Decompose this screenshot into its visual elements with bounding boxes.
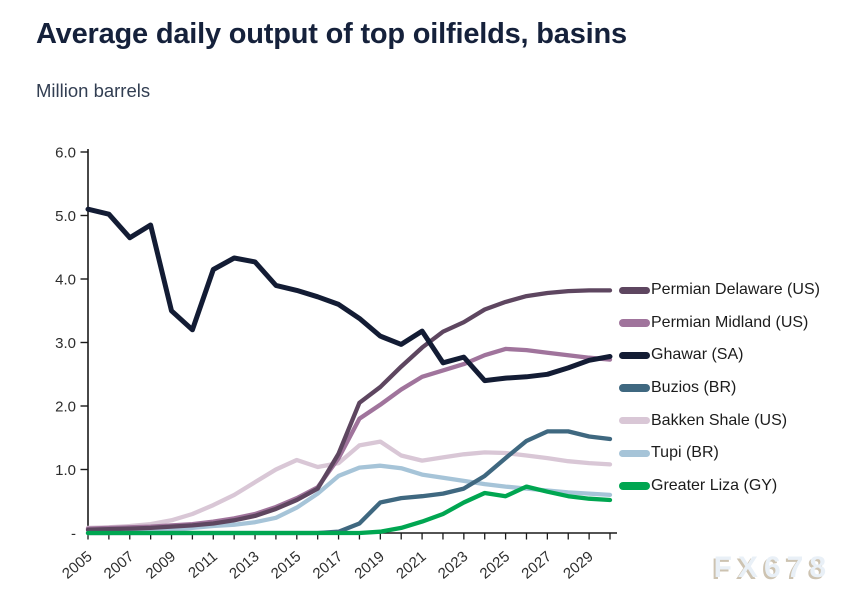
y-axis-label: 2.0	[55, 399, 76, 416]
legend-label: Tupi (BR)	[651, 444, 719, 462]
series-line-ghawar-sa	[85, 206, 613, 384]
chart-subtitle: Million barrels	[36, 80, 151, 101]
watermark: FX678	[713, 551, 832, 584]
y-axis-label: 1.0	[55, 462, 76, 479]
series-line-greater-liza-gy	[85, 484, 613, 536]
y-axis-label: 5.0	[55, 208, 76, 225]
x-axis-label: 2011	[185, 548, 221, 582]
legend-item-greater-liza: Greater Liza (GY)	[619, 470, 839, 503]
x-axis-label: 2013	[226, 548, 262, 582]
y-axis-label: -	[71, 526, 76, 543]
legend-swatch-icon	[619, 482, 650, 490]
series-line-buzios-br	[85, 429, 613, 536]
legend-item-tupi: Tupi (BR)	[619, 437, 839, 470]
legend-swatch-icon	[619, 449, 650, 458]
legend-swatch-icon	[619, 319, 650, 327]
legend-label: Buzios (BR)	[651, 379, 737, 397]
legend-label: Permian Midland (US)	[651, 313, 809, 331]
legend-swatch-icon	[619, 351, 650, 360]
x-axis-label: 2015	[268, 548, 304, 582]
legend-item-ghawar: Ghawar (SA)	[619, 339, 839, 372]
x-axis-label: 2019	[351, 548, 387, 582]
legend-item-bakken-shale: Bakken Shale (US)	[619, 404, 839, 437]
x-axis-label: 2005	[59, 548, 95, 582]
chart-legend: Permian Delaware (US) Permian Midland (U…	[619, 274, 839, 502]
legend-item-permian-midland: Permian Midland (US)	[619, 307, 839, 340]
legend-swatch-icon	[619, 384, 650, 392]
x-axis-label: 2021	[393, 548, 429, 582]
legend-item-buzios: Buzios (BR)	[619, 372, 839, 405]
series-line-permian-delaware-us	[85, 288, 613, 532]
y-axis-label: 4.0	[55, 272, 76, 289]
legend-item-permian-delaware: Permian Delaware (US)	[619, 274, 839, 307]
x-axis-label: 2029	[560, 548, 596, 582]
x-axis-label: 2007	[101, 548, 137, 582]
legend-label: Permian Delaware (US)	[651, 281, 820, 299]
legend-label: Ghawar (SA)	[651, 346, 744, 364]
legend-label: Greater Liza (GY)	[651, 476, 778, 494]
x-axis-label: 2017	[310, 548, 346, 582]
x-axis-label: 2025	[477, 548, 513, 582]
chart-title: Average daily output of top oilfields, b…	[36, 18, 627, 50]
y-axis-label: 6.0	[55, 145, 76, 162]
x-axis-label: 2023	[435, 548, 471, 582]
legend-swatch-icon	[619, 286, 650, 295]
y-axis-label: 3.0	[55, 335, 76, 352]
legend-swatch-icon	[619, 416, 650, 425]
series-line-bakken-shale-us	[85, 439, 613, 531]
x-axis-label: 2009	[143, 548, 179, 582]
x-axis-label: 2027	[518, 548, 554, 582]
legend-label: Bakken Shale (US)	[651, 411, 788, 429]
